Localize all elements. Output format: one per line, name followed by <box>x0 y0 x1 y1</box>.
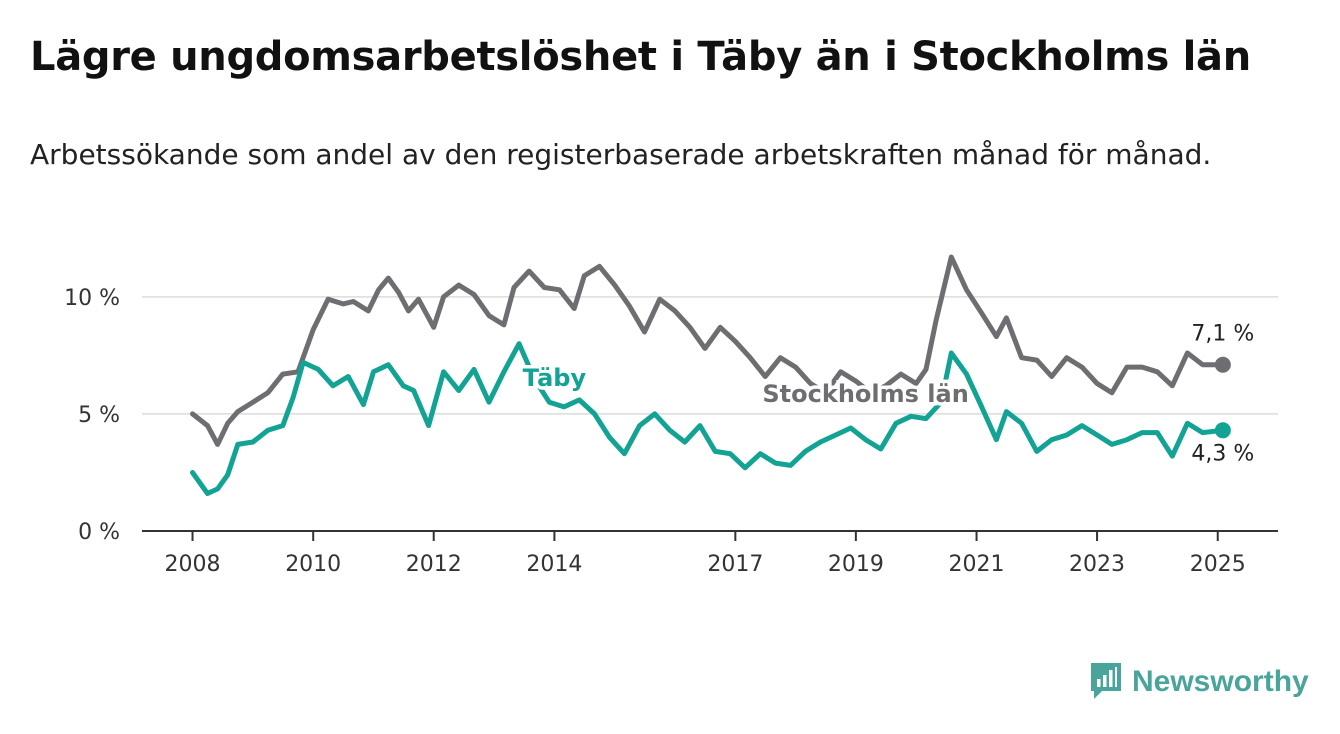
x-tick-label: 2021 <box>949 552 1005 577</box>
x-tick-label: 2023 <box>1069 552 1125 577</box>
y-tick-label: 0 % <box>78 520 120 545</box>
gridlines <box>142 296 1278 415</box>
x-tick-label: 2014 <box>526 552 582 577</box>
series-line-0 <box>190 254 1226 447</box>
y-tick-label: 5 % <box>78 403 120 428</box>
chart-subtitle: Arbetssökande som andel av den registerb… <box>30 138 1212 171</box>
series-end-label: 4,3 % <box>1191 441 1254 466</box>
y-axis: 0 % 5 % 10 % <box>64 286 120 545</box>
series-end-point <box>1214 422 1231 439</box>
series-name-label: Täby <box>523 364 587 392</box>
series-name-label: Stockholms län <box>762 380 968 408</box>
x-tick-label: 2019 <box>828 552 884 577</box>
newsworthy-brand[interactable]: Newsworthy <box>1088 660 1309 704</box>
series-labels: 7,1 % 4,3 % Stockholms län Täby <box>519 322 1254 467</box>
x-tick-label: 2012 <box>406 552 462 577</box>
x-tick-label: 2017 <box>707 552 763 577</box>
brand-name: Newsworthy <box>1132 665 1309 698</box>
newsworthy-logo-icon <box>1091 663 1121 699</box>
x-tick-label: 2025 <box>1190 552 1246 577</box>
series-line-1 <box>190 341 1226 496</box>
y-tick-label: 10 % <box>64 286 120 311</box>
x-tick-label: 2008 <box>165 552 221 577</box>
series-end-point <box>1214 356 1231 373</box>
series-lines <box>190 254 1231 496</box>
x-axis: 2008 2010 2012 2014 2017 2019 2021 2023 2025 <box>142 530 1278 577</box>
series-end-label: 7,1 % <box>1191 322 1254 347</box>
line-chart: 2008 2010 2012 2014 2017 2019 2021 2023 2025 0 %… <box>64 254 1278 577</box>
x-tick-label: 2010 <box>285 552 341 577</box>
chart-title: Lägre ungdomsarbetslöshet i Täby än i St… <box>30 34 1251 80</box>
